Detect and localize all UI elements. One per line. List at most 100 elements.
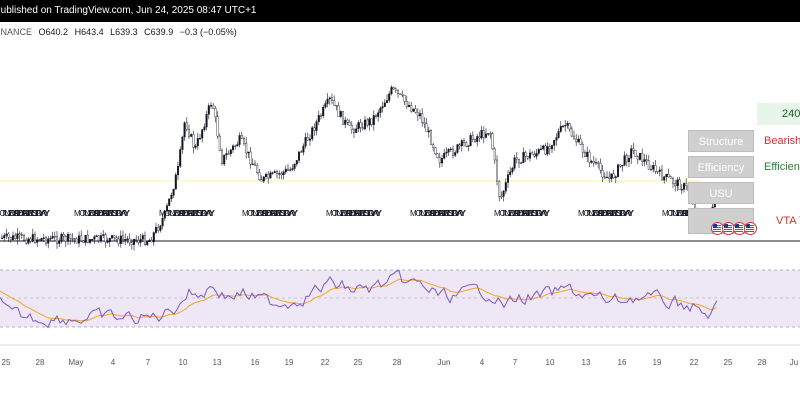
candle-body	[641, 152, 644, 163]
day-label: FRIDAY	[606, 209, 629, 218]
candle-body	[20, 234, 23, 236]
candle-body	[432, 144, 435, 148]
low-value: L639.3	[110, 27, 138, 37]
efficiency-value: Efficient	[764, 161, 800, 173]
candle-body	[658, 169, 661, 172]
candle-body	[568, 123, 571, 130]
candle-body	[306, 137, 309, 141]
day-label: FRIDAY	[102, 209, 125, 218]
candle-body	[256, 165, 259, 173]
candle-body	[496, 159, 499, 182]
day-label: TUESDAY	[1, 209, 32, 218]
candle-body	[66, 233, 69, 242]
candle-body	[267, 173, 270, 179]
candle-body	[504, 182, 507, 192]
candle-body	[183, 122, 186, 138]
candle-body	[491, 133, 494, 150]
day-label: TUESDAY	[166, 209, 197, 218]
candle-body	[463, 140, 466, 143]
candle-body	[102, 234, 105, 236]
candle-body	[304, 137, 307, 147]
candle-body	[566, 123, 569, 126]
candle-body	[515, 157, 518, 160]
candle-body	[621, 164, 624, 167]
candle-body	[45, 237, 48, 244]
candle-body	[388, 93, 391, 101]
x-axis-label: 22	[321, 358, 330, 367]
day-label: FRIDAY	[354, 209, 377, 218]
candle-body	[245, 142, 248, 154]
x-axis-label: Ju	[790, 358, 798, 367]
candle-body	[533, 153, 536, 157]
candle-body	[97, 235, 100, 241]
candle-body	[82, 240, 85, 243]
candle-body	[141, 235, 144, 240]
candle-body	[379, 107, 382, 113]
candle-body	[447, 149, 450, 153]
candles-group	[1, 85, 719, 251]
x-axis-label: 13	[582, 358, 591, 367]
candle-body	[408, 104, 411, 107]
candle-body	[507, 174, 510, 183]
candle-body	[372, 115, 375, 125]
candle-body	[161, 217, 164, 227]
candle-body	[518, 158, 521, 164]
candle-body	[14, 235, 17, 240]
candle-body	[240, 135, 243, 139]
candle-body	[469, 135, 472, 146]
candle-body	[331, 97, 334, 101]
candle-body	[209, 105, 212, 107]
candle-body	[205, 114, 208, 128]
candle-body	[333, 100, 336, 106]
candle-body	[410, 104, 413, 112]
candle-body	[207, 105, 210, 115]
candle-body	[60, 234, 63, 242]
day-label: THURSDAY	[180, 209, 216, 218]
candle-body	[322, 107, 325, 117]
candle-body	[540, 148, 543, 150]
candle-body	[443, 152, 446, 159]
candle-body	[665, 174, 668, 177]
candle-body	[265, 173, 268, 178]
day-label: THURSDAY	[95, 209, 131, 218]
candle-body	[337, 105, 340, 117]
candle-body	[685, 183, 688, 186]
candle-body	[344, 119, 347, 125]
day-label: WEDNESDAY	[256, 209, 298, 218]
candle-body	[218, 135, 221, 151]
candle-body	[595, 162, 598, 164]
candle-body	[676, 179, 679, 186]
candle-body	[284, 168, 287, 173]
candle-body	[115, 237, 118, 240]
candle-body	[434, 147, 437, 155]
candle-body	[590, 160, 593, 163]
candle-body	[1, 237, 4, 239]
candle-body	[471, 135, 474, 140]
day-label: WEDNESDAY	[424, 209, 466, 218]
candle-body	[361, 127, 364, 130]
candle-body	[80, 235, 83, 242]
candle-body	[227, 153, 230, 155]
candle-body	[163, 210, 166, 219]
candle-body	[564, 125, 567, 127]
candle-body	[203, 126, 206, 130]
candle-body	[346, 119, 349, 123]
candle-body	[656, 171, 659, 173]
x-axis-label: 25	[2, 358, 11, 367]
candle-body	[643, 159, 646, 163]
candle-body	[124, 239, 127, 241]
us-flag-icon[interactable]	[744, 222, 757, 235]
candle-body	[342, 111, 345, 125]
candle-body	[181, 136, 184, 150]
candle-body	[157, 227, 160, 231]
rsi-line	[0, 269, 718, 329]
x-axis-label: 28	[758, 358, 767, 367]
candle-body	[617, 164, 620, 177]
candle-body	[441, 158, 444, 164]
candle-body	[278, 173, 281, 175]
candle-body	[555, 137, 558, 141]
candle-body	[614, 176, 617, 178]
candle-body	[663, 176, 666, 181]
candle-body	[231, 145, 234, 151]
